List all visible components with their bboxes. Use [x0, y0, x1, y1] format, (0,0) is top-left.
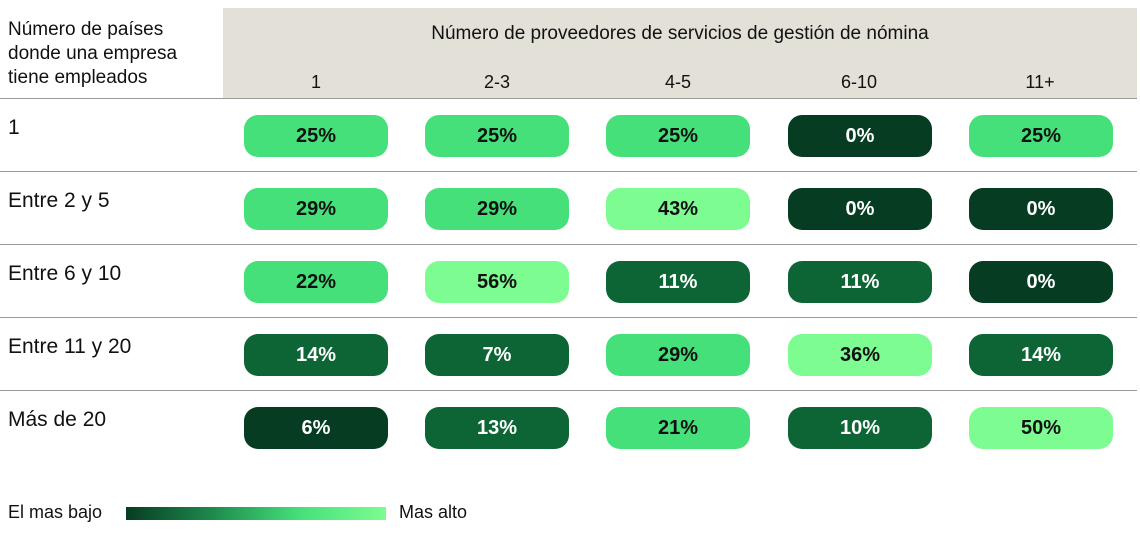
column-header-band: Número de proveedores de servicios de ge… — [223, 8, 1137, 98]
heatmap-cell: 29% — [606, 334, 750, 376]
heatmap-cell: 25% — [425, 115, 569, 157]
heatmap-cell: 29% — [425, 188, 569, 230]
heatmap-cell: 25% — [606, 115, 750, 157]
row-header-title: Número de países donde una empresa tiene… — [8, 19, 178, 88]
row-label: Entre 6 y 10 — [8, 262, 122, 285]
column-label-2-3: 2-3 — [483, 72, 510, 92]
heatmap-cell: 25% — [244, 115, 388, 157]
heatmap-cell: 56% — [425, 261, 569, 303]
heatmap-cell: 21% — [606, 407, 750, 449]
column-label-11-plus: 11+ — [1025, 72, 1055, 92]
heatmap-cell: 10% — [788, 407, 932, 449]
column-label-6-10: 6-10 — [840, 72, 878, 92]
heatmap-cell: 50% — [969, 407, 1113, 449]
heatmap-cell: 0% — [969, 261, 1113, 303]
heatmap-cell: 29% — [244, 188, 388, 230]
heatmap-cell: 0% — [788, 188, 932, 230]
heatmap-cell: 13% — [425, 407, 569, 449]
chart-title: Número de proveedores de servicios de ge… — [431, 23, 929, 44]
legend-low-label: El mas bajo — [8, 502, 103, 522]
row-label: Entre 11 y 20 — [8, 335, 132, 358]
row-divider — [0, 98, 1137, 99]
row-divider — [0, 317, 1137, 318]
heatmap-cell: 36% — [788, 334, 932, 376]
heatmap-cell: 14% — [244, 334, 388, 376]
legend-gradient-bar — [126, 507, 386, 520]
row-label: 1 — [8, 116, 20, 139]
row-divider — [0, 390, 1137, 391]
row-label: Entre 2 y 5 — [8, 189, 110, 212]
heatmap-cell: 11% — [788, 261, 932, 303]
column-label-1: 1 — [310, 72, 321, 92]
heatmap-cell: 0% — [788, 115, 932, 157]
heatmap-cell: 14% — [969, 334, 1113, 376]
heatmap-cell: 6% — [244, 407, 388, 449]
heatmap-cell: 0% — [969, 188, 1113, 230]
row-divider — [0, 244, 1137, 245]
heatmap-cell: 11% — [606, 261, 750, 303]
row-label: Más de 20 — [8, 408, 107, 431]
legend-high-label: Mas alto — [399, 502, 468, 522]
heatmap-cell: 22% — [244, 261, 388, 303]
heatmap-cell: 7% — [425, 334, 569, 376]
heatmap-cell: 43% — [606, 188, 750, 230]
heatmap-cell: 25% — [969, 115, 1113, 157]
column-label-4-5: 4-5 — [664, 72, 691, 92]
row-divider — [0, 171, 1137, 172]
